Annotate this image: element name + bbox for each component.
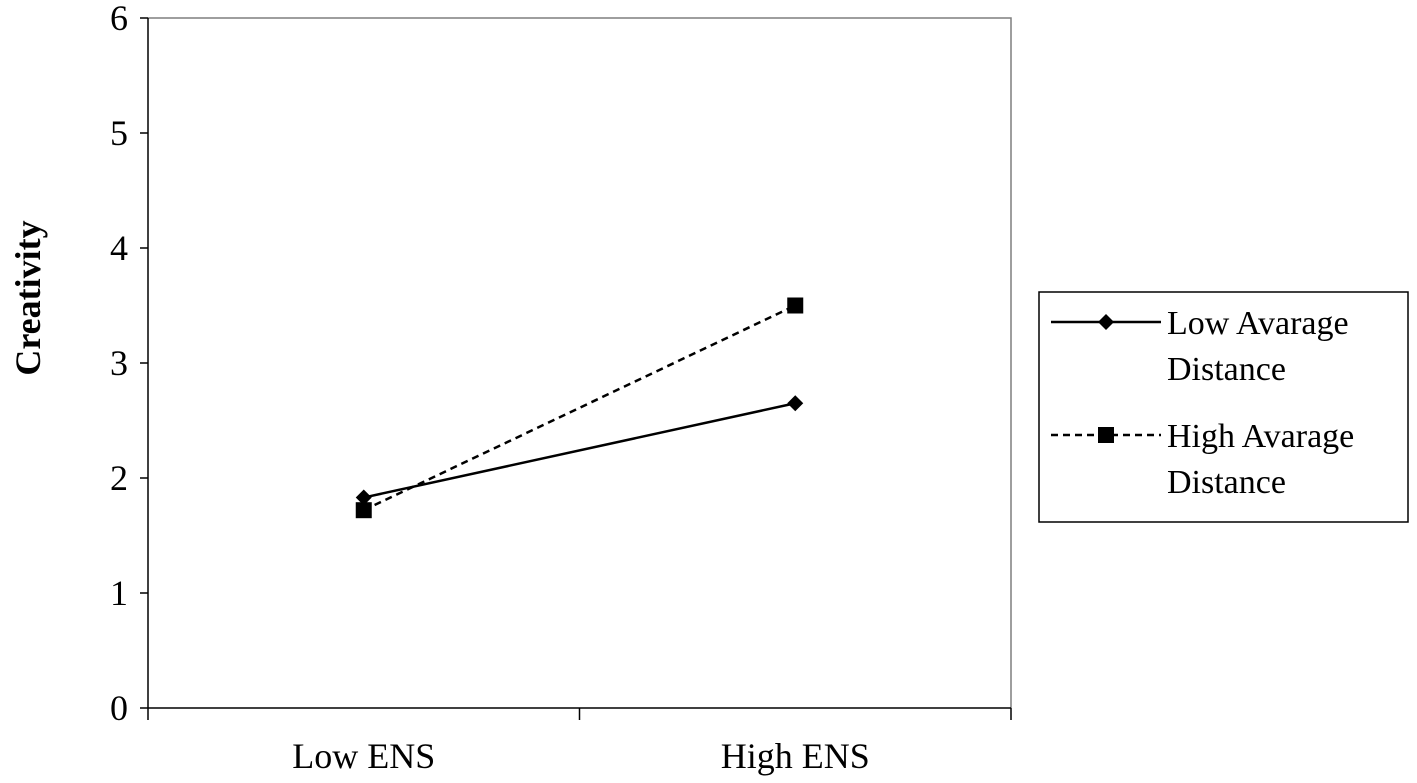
legend: Low Avarage Distance High Avarage Distance [1038,291,1409,523]
data-point-1-1 [787,297,804,314]
y-tick-label: 4 [110,228,128,268]
data-point-1-0 [355,502,372,519]
legend-label-1: Distance [1167,464,1286,501]
plot-border [148,17,1012,708]
legend-label-1: High Avarage [1167,418,1354,455]
legend-label-0: Low Avarage [1167,305,1349,342]
x-tick-label: Low ENS [292,736,435,776]
y-tick-label: 2 [110,458,128,498]
data-point-0-1 [787,395,804,412]
y-tick-label: 0 [110,688,128,728]
y-tick-label: 6 [110,0,128,38]
series-line-0 [363,402,796,499]
y-tick-label: 5 [110,113,128,153]
plot-area: 0 1 2 3 4 5 6 Low ENS High ENS [110,0,1012,776]
y-tick-label: 1 [110,573,128,613]
series-line-1 [363,304,796,512]
y-axis-title: Creativity [8,220,48,375]
x-tick-label: High ENS [721,736,870,776]
legend-label-0: Distance [1167,351,1286,388]
legend-marker-1 [1098,427,1114,443]
legend-box [1038,291,1409,523]
data-point-0-0 [355,489,372,506]
legend-marker-0 [1098,314,1114,330]
y-tick-label: 3 [110,343,128,383]
